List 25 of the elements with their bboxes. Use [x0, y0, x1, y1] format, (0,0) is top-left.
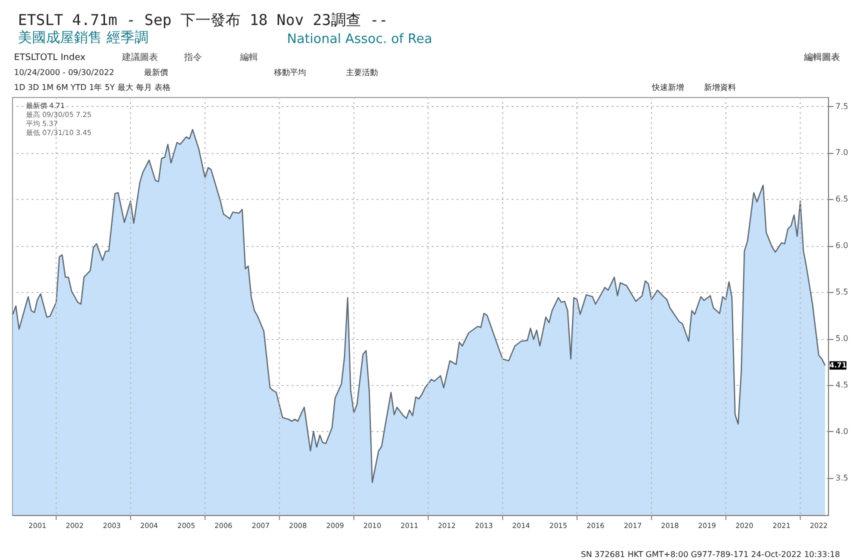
text: 最新價	[144, 68, 168, 77]
y-tick-label: 5.5	[836, 288, 848, 297]
y-tick-label: 6.5	[836, 194, 848, 204]
text: 指令	[183, 52, 202, 63]
text: 移動平均	[274, 68, 306, 77]
y-tick-label: 7.0	[836, 148, 848, 158]
text: 編輯	[239, 52, 258, 63]
text: National Assoc. of Rea	[287, 32, 432, 47]
text: 快速新增	[651, 83, 684, 92]
y-tick-label: 3.5	[836, 473, 848, 482]
text: 編輯圖表	[803, 52, 840, 63]
text: 主要活動	[346, 68, 378, 77]
y-tick-label: 6.0	[836, 241, 848, 250]
text: ETSLTOTL Index	[14, 53, 86, 63]
text: 新增資料	[704, 83, 736, 92]
y-tick-label: 5.0	[836, 334, 848, 344]
text: SN 372681 HKT GMT+8:00 G977-789-171 24-Oct-2022 10:33:18	[580, 550, 840, 559]
text: 建議圖表	[121, 52, 158, 63]
chart-subtitle: 美國成屋銷售 經季調	[18, 30, 148, 46]
text: 10/24/2000 - 09/30/2022	[14, 68, 114, 77]
y-tick-label: 4.5	[836, 380, 848, 390]
text: 1D 3D 1M 6M YTD 1年 5Y 最大 每月 表格	[14, 83, 170, 92]
chart-title: ETSLT 4.71m - Sep 下一發布 18 Nov 23調查 --	[18, 11, 388, 29]
y-tick-label: 7.5	[836, 102, 848, 111]
y-tick-label: 4.0	[836, 426, 848, 436]
